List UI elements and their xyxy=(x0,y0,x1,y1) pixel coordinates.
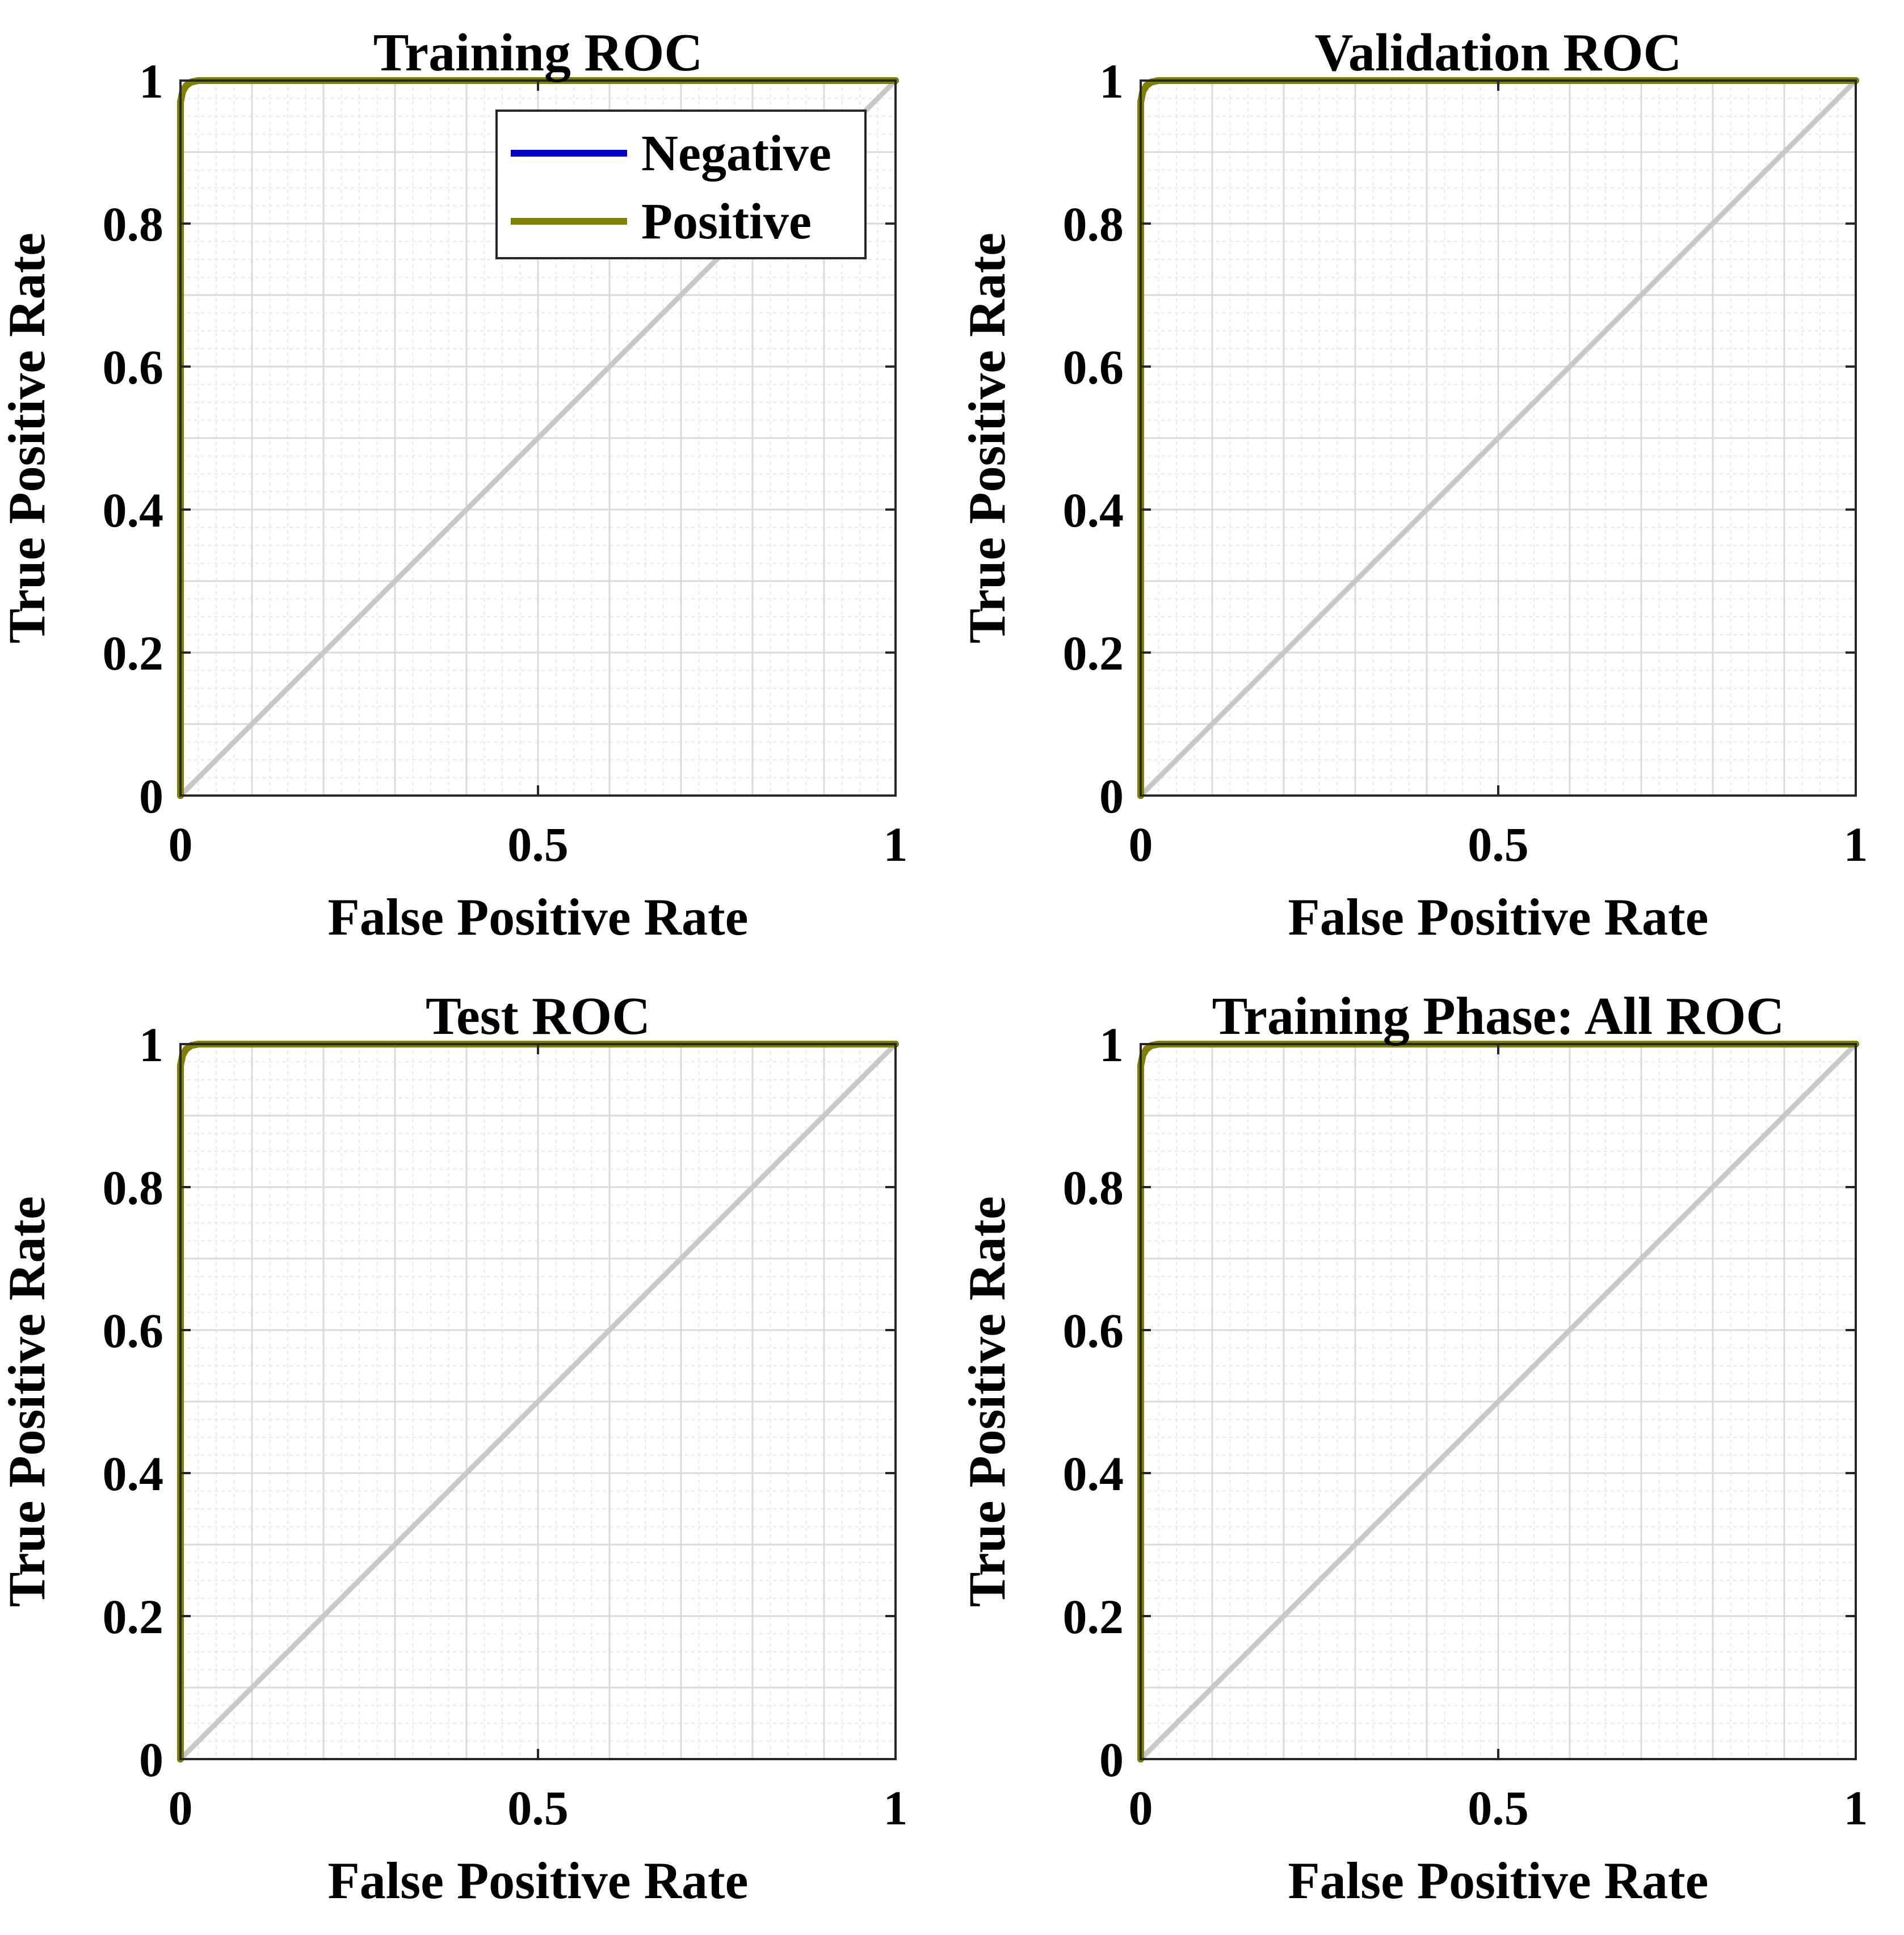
x-axis-label: False Positive Rate xyxy=(328,888,749,946)
x-tick-label: 0.5 xyxy=(507,1781,569,1835)
y-tick-label: 1 xyxy=(1099,54,1124,108)
y-tick-label: 0 xyxy=(139,1732,163,1787)
y-tick-label: 0 xyxy=(1099,1732,1124,1787)
chart-title: Validation ROC xyxy=(1315,23,1682,82)
x-axis-label: False Positive Rate xyxy=(1288,888,1709,946)
chart-panel-2: 0 0.5 1 0 0.2 0.4 0.6 0.8 1 Validation ROC False P… xyxy=(958,23,1868,946)
y-tick-label: 0.6 xyxy=(1063,1303,1124,1358)
x-tick-label: 1 xyxy=(884,1781,908,1835)
legend-label-positive: Positive xyxy=(641,194,812,250)
y-tick-label: 1 xyxy=(139,1017,163,1072)
x-tick-label: 0.5 xyxy=(1468,1781,1529,1835)
chart-panel-1: 0 0.5 1 0 0.2 0.4 0.6 0.8 1 Training ROC False Pos… xyxy=(0,23,908,946)
y-tick-label: 0.6 xyxy=(103,1303,164,1358)
x-tick-label: 0.5 xyxy=(1468,817,1529,872)
y-tick-label: 0.4 xyxy=(1063,483,1124,537)
y-tick-label: 0.8 xyxy=(1063,1160,1124,1215)
chart-title: Training ROC xyxy=(373,23,703,82)
y-tick-label: 1 xyxy=(1099,1017,1124,1072)
y-tick-label: 0.4 xyxy=(103,483,164,537)
y-tick-label: 0.2 xyxy=(103,626,164,680)
y-axis-label: True Positive Rate xyxy=(958,233,1016,643)
chart-title: Training Phase: All ROC xyxy=(1212,987,1785,1046)
y-axis-label: True Positive Rate xyxy=(0,1196,56,1607)
y-tick-label: 0.8 xyxy=(103,197,164,251)
y-tick-label: 1 xyxy=(139,54,163,108)
x-tick-label: 0 xyxy=(1129,1781,1153,1835)
y-axis-label: True Positive Rate xyxy=(0,233,56,643)
x-tick-label: 1 xyxy=(884,817,908,872)
x-tick-label: 0 xyxy=(169,817,193,872)
x-tick-label: 1 xyxy=(1844,1781,1868,1835)
y-tick-label: 0.6 xyxy=(1063,340,1124,394)
x-tick-label: 0.5 xyxy=(507,817,569,872)
series-line-chance xyxy=(178,1041,898,1762)
y-tick-label: 0.8 xyxy=(103,1160,164,1215)
x-tick-label: 1 xyxy=(1844,817,1868,872)
y-tick-label: 0 xyxy=(1099,769,1124,823)
y-tick-label: 0.2 xyxy=(103,1589,164,1644)
chart-panel-3: 0 0.5 1 0 0.2 0.4 0.6 0.8 1 Test ROC False Positiv… xyxy=(0,987,908,1909)
y-tick-label: 0.4 xyxy=(103,1446,164,1501)
y-tick-label: 0.4 xyxy=(1063,1446,1124,1501)
chart-title: Test ROC xyxy=(426,987,650,1046)
x-axis-label: False Positive Rate xyxy=(1288,1852,1709,1909)
x-tick-label: 0 xyxy=(1129,817,1153,872)
legend-label-negative: Negative xyxy=(641,125,831,182)
y-tick-label: 0.2 xyxy=(1063,1589,1124,1644)
legend-box xyxy=(495,110,867,259)
y-tick-label: 0.6 xyxy=(103,340,164,394)
y-tick-label: 0.2 xyxy=(1063,626,1124,680)
y-axis-label: True Positive Rate xyxy=(958,1196,1016,1607)
x-tick-label: 0 xyxy=(169,1781,193,1835)
y-tick-label: 0 xyxy=(139,769,163,823)
y-tick-label: 0.8 xyxy=(1063,197,1124,251)
x-axis-label: False Positive Rate xyxy=(328,1852,749,1909)
series-line-chance xyxy=(1138,1041,1859,1762)
legend: Negative Positive xyxy=(495,110,867,259)
series-line-chance xyxy=(1138,78,1859,798)
chart-panel-4: 0 0.5 1 0 0.2 0.4 0.6 0.8 1 Training Phase: All R… xyxy=(958,987,1868,1909)
